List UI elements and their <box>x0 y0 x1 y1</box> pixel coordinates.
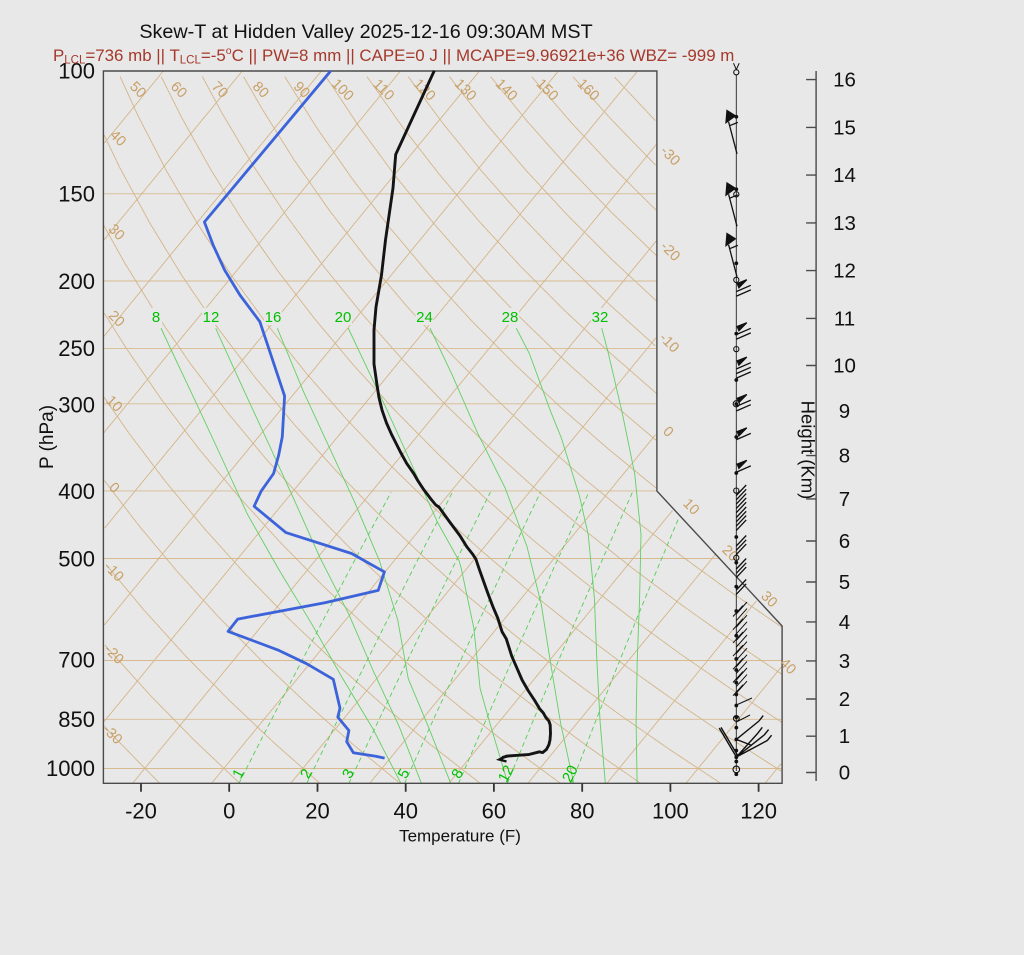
svg-text:13: 13 <box>833 212 856 235</box>
svg-text:100: 100 <box>652 799 689 824</box>
svg-text:100: 100 <box>58 59 95 84</box>
svg-text:5: 5 <box>839 571 850 594</box>
svg-text:8: 8 <box>839 445 850 468</box>
svg-text:1000: 1000 <box>46 756 95 781</box>
svg-text:120: 120 <box>740 799 777 824</box>
svg-text:6: 6 <box>839 530 850 553</box>
svg-text:28: 28 <box>502 309 519 326</box>
svg-text:300: 300 <box>58 392 95 417</box>
svg-text:20: 20 <box>305 799 329 824</box>
svg-text:3: 3 <box>839 650 850 673</box>
svg-text:P (hPa): P (hPa) <box>37 405 58 469</box>
svg-text:150: 150 <box>58 182 95 207</box>
svg-text:Height (Km): Height (Km) <box>798 401 819 500</box>
svg-text:8: 8 <box>152 309 160 326</box>
svg-text:4: 4 <box>839 611 850 634</box>
svg-text:9: 9 <box>839 400 850 423</box>
svg-text:PLCL=736 mb || TLCL=-5oC || PW: PLCL=736 mb || TLCL=-5oC || PW=8 mm || C… <box>53 45 734 67</box>
svg-text:7: 7 <box>839 488 850 511</box>
svg-text:Skew-T at Hidden Valley 2025-1: Skew-T at Hidden Valley 2025-12-16 09:30… <box>139 21 592 43</box>
svg-text:80: 80 <box>570 799 594 824</box>
svg-text:400: 400 <box>58 479 95 504</box>
svg-text:20: 20 <box>335 309 352 326</box>
svg-text:0: 0 <box>839 762 850 785</box>
svg-text:0: 0 <box>223 799 235 824</box>
svg-text:11: 11 <box>834 307 855 330</box>
svg-text:40: 40 <box>393 799 417 824</box>
svg-text:16: 16 <box>265 309 282 326</box>
svg-text:32: 32 <box>592 309 609 326</box>
svg-text:12: 12 <box>495 763 518 786</box>
svg-text:500: 500 <box>58 546 95 571</box>
svg-text:14: 14 <box>833 164 856 187</box>
svg-text:-20: -20 <box>125 799 157 824</box>
svg-text:15: 15 <box>833 116 856 139</box>
svg-text:1: 1 <box>839 725 850 748</box>
svg-text:850: 850 <box>58 707 95 732</box>
svg-text:12: 12 <box>203 309 220 326</box>
svg-text:Temperature (F): Temperature (F) <box>399 827 521 846</box>
svg-text:10: 10 <box>833 355 856 378</box>
svg-text:24: 24 <box>416 309 433 326</box>
svg-text:200: 200 <box>58 269 95 294</box>
svg-text:250: 250 <box>58 336 95 361</box>
svg-text:20: 20 <box>559 763 582 786</box>
svg-text:16: 16 <box>833 69 856 92</box>
svg-text:2: 2 <box>839 688 850 711</box>
svg-text:12: 12 <box>833 260 856 283</box>
svg-text:60: 60 <box>482 799 506 824</box>
svg-text:700: 700 <box>58 648 95 673</box>
